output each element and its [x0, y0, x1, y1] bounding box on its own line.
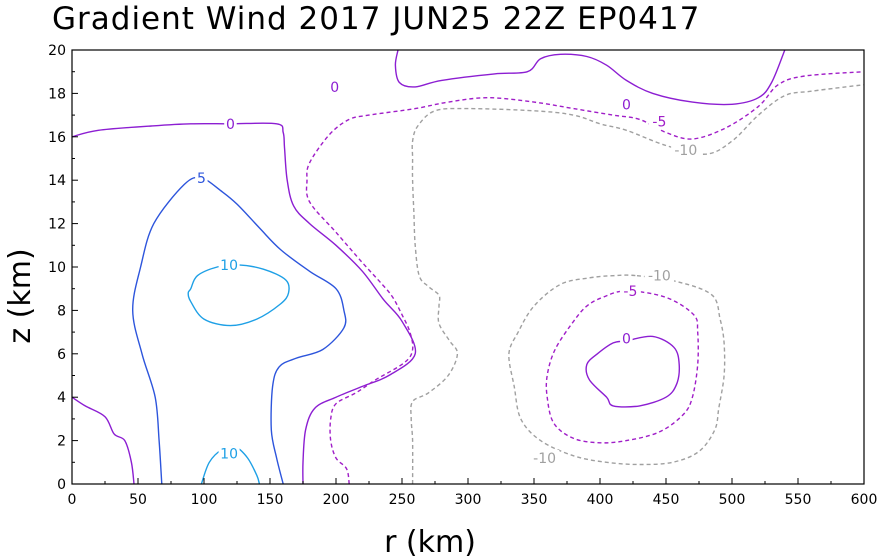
contour-label-minus5: -5: [619, 282, 641, 300]
contour-line-minus5: [305, 71, 865, 485]
y-tick-label: 14: [48, 173, 66, 189]
y-tick-label: 8: [57, 303, 66, 319]
contour-line-0: [71, 122, 417, 485]
y-tick-label: 6: [57, 347, 66, 363]
contour-label-minus10: -10: [671, 141, 701, 159]
contour-label-0: 0: [328, 78, 341, 96]
contour-label-minus10: -10: [644, 267, 675, 285]
x-tick-label: 100: [191, 492, 218, 508]
x-tick-label: 400: [587, 492, 614, 508]
x-tick-label: 200: [323, 492, 350, 508]
contour-line-0: [585, 335, 680, 408]
contour-label-10: 10: [218, 445, 240, 463]
y-axis: 0 2 4 6 8 10 12 14 16 18 20: [48, 43, 78, 493]
contour-line-5: [131, 176, 347, 485]
y-tick-label: 18: [48, 86, 66, 102]
x-tick-label: 550: [785, 492, 812, 508]
x-tick-label: 50: [129, 492, 147, 508]
svg-text:10: 10: [220, 447, 238, 463]
x-tick-label: 250: [389, 492, 416, 508]
contour-line-10: [187, 264, 290, 327]
contour-line-0: [71, 396, 135, 485]
svg-text:0: 0: [622, 332, 631, 348]
x-axis: 0 50 100 150 200 250 300 350 400 450 500 550 600: [68, 478, 878, 508]
svg-text:0: 0: [330, 80, 339, 96]
contour-label-10: 10: [218, 256, 240, 274]
contour-line-minus10: [410, 84, 865, 485]
x-tick-label: 600: [851, 492, 878, 508]
x-tick-label: 450: [653, 492, 680, 508]
svg-text:0: 0: [226, 117, 235, 133]
x-tick-label: 350: [521, 492, 548, 508]
chart-title: Gradient Wind 2017 JUN25 22Z EP0417: [52, 1, 700, 37]
contour-label-minus5: -5: [648, 113, 670, 131]
contour-lines: [71, 49, 865, 485]
contour-label-5: 5: [195, 170, 208, 187]
x-tick-label: 0: [68, 492, 77, 508]
svg-text:-10: -10: [648, 269, 671, 285]
x-tick-label: 500: [719, 492, 746, 508]
svg-text:-5: -5: [623, 284, 637, 300]
y-tick-label: 20: [48, 43, 66, 59]
svg-text:-10: -10: [674, 143, 697, 159]
y-tick-label: 4: [57, 390, 66, 406]
contour-label-0: 0: [620, 96, 633, 113]
y-tick-label: 0: [57, 477, 66, 493]
svg-text:10: 10: [220, 258, 238, 274]
y-tick-label: 16: [48, 130, 66, 146]
contour-line-minus5: [545, 290, 699, 444]
contour-line-minus10: [508, 274, 726, 466]
plot-frame: [71, 49, 865, 485]
y-tick-label: 12: [48, 217, 66, 233]
y-tick-label: 10: [48, 260, 66, 276]
x-axis-label: r (km): [384, 525, 476, 560]
contour-label-0: 0: [224, 115, 237, 133]
svg-text:-10: -10: [533, 451, 556, 467]
svg-text:5: 5: [197, 171, 206, 187]
x-tick-label: 300: [455, 492, 482, 508]
contour-line-0: [394, 49, 786, 106]
svg-text:0: 0: [622, 97, 631, 113]
x-tick-label: 150: [257, 492, 284, 508]
y-axis-label: z (km): [3, 248, 38, 343]
contour-label-minus10: -10: [529, 450, 560, 467]
contour-label-0: 0: [620, 330, 633, 348]
contour-labels: 10 10 5 0 0 0 0 -5 -5 -10 -10 -10: [195, 78, 701, 467]
svg-text:-5: -5: [652, 115, 666, 131]
y-tick-label: 2: [57, 434, 66, 450]
